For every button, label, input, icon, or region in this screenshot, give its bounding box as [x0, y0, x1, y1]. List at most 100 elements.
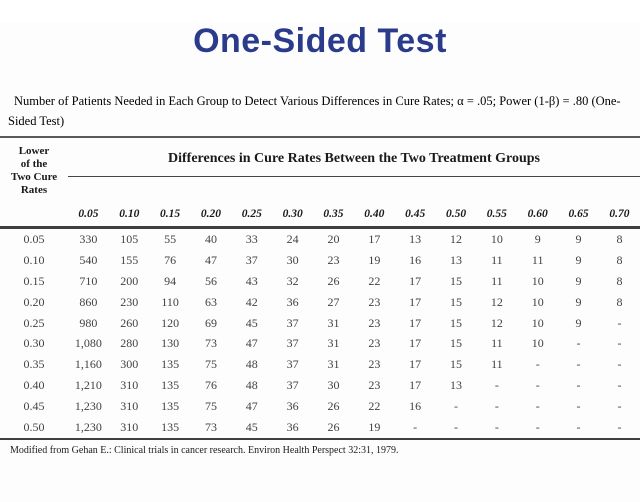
table-cell: 15 [450, 357, 463, 372]
row-label: 0.45 [23, 399, 45, 414]
table-row: 0.30 1,080 280 130 73 47 37 31 23 17 15 11 10 - - [0, 333, 640, 354]
table-row: 0.45 1,230 310 135 75 47 36 26 22 16 - - - - - [0, 396, 640, 417]
table-cell: 8 [616, 294, 623, 309]
row-header-label: Lower of the Two Cure Rates [10, 145, 58, 196]
table-cell: 110 [161, 294, 179, 309]
table-cell: 1,230 [74, 419, 102, 434]
table-cell: 17 [409, 336, 422, 351]
table-cell: 32 [286, 273, 299, 288]
table-cell: 73 [204, 419, 217, 434]
table-cell: 8 [616, 231, 623, 246]
column-header: 0.20 [200, 208, 222, 220]
column-header: 0.25 [241, 208, 262, 220]
table-row: 0.10 540 155 76 47 37 30 23 19 16 13 11 11 9 8 [0, 250, 640, 271]
table-cell: 30 [327, 378, 340, 393]
table-cell: 200 [120, 273, 139, 288]
table-cell: 540 [79, 252, 98, 267]
table-cell: 42 [245, 294, 258, 309]
table-cell: - [617, 378, 622, 393]
table-cell: - [454, 419, 459, 434]
table-cell: 23 [368, 378, 381, 393]
table-cell: - [535, 357, 540, 372]
column-header: 0.10 [119, 208, 140, 220]
table-cell: 31 [327, 357, 340, 372]
span-header-row: Lower of the Two Cure Rates Differences in … [0, 137, 640, 196]
table-cell: - [617, 357, 622, 372]
table-cell: 17 [409, 294, 422, 309]
table-cell: 1,210 [74, 378, 102, 393]
row-label: 0.20 [23, 294, 45, 309]
table-cell: 23 [368, 357, 381, 372]
table-cell: 10 [531, 294, 544, 309]
table-cell: 15 [450, 336, 463, 351]
slide-title: One-Sided Test [193, 22, 447, 60]
table-cell: 9 [575, 252, 582, 267]
table-cell: 36 [286, 399, 299, 414]
column-header: 0.55 [486, 208, 507, 220]
row-label: 0.10 [23, 252, 45, 267]
table-row: 0.25 980 260 120 69 45 37 31 23 17 15 12 10 9 - [0, 313, 640, 334]
row-label: 0.15 [23, 273, 45, 288]
table-cell: 130 [161, 336, 180, 351]
table-row: 0.35 1,160 300 135 75 48 37 31 23 17 15 11 - - - [0, 354, 640, 375]
table-cell: 23 [368, 294, 381, 309]
table-cell: 37 [245, 252, 258, 267]
table-cell: - [494, 399, 499, 414]
table-cell: 37 [286, 378, 299, 393]
table-cell: 10 [531, 336, 544, 351]
table-cell: 11 [491, 273, 503, 288]
table-cell: 8 [616, 273, 623, 288]
table-row: 0.05 330 105 55 40 33 24 20 17 13 12 10 9 9 8 [0, 228, 640, 250]
table-cell: 13 [409, 231, 422, 246]
table-cell: 33 [245, 231, 258, 246]
table-cell: 26 [327, 419, 340, 434]
table-cell: 120 [161, 315, 180, 330]
table-cell: 36 [286, 419, 299, 434]
table-cell: 230 [120, 294, 139, 309]
table-row: 0.15 710 200 94 56 43 32 26 22 17 15 11 10 9 8 [0, 271, 640, 292]
row-label: 0.40 [23, 378, 45, 393]
table-cell: 47 [245, 399, 258, 414]
table-cell: 23 [327, 252, 340, 267]
table-cell: 19 [368, 252, 381, 267]
table-cell: 47 [204, 252, 217, 267]
table-cell: - [576, 399, 581, 414]
table-cell: 36 [286, 294, 299, 309]
table-cell: 11 [491, 252, 503, 267]
table-cell: - [494, 378, 499, 393]
column-header: 0.30 [282, 208, 303, 220]
table-cell: 1,160 [74, 357, 102, 372]
table-cell: 860 [79, 294, 98, 309]
table-cell: 10 [531, 273, 544, 288]
table-cell: 69 [204, 315, 217, 330]
table-cell: - [535, 378, 540, 393]
table-cell: 9 [534, 231, 541, 246]
table-cell: 63 [204, 294, 217, 309]
column-header: 0.40 [364, 208, 385, 220]
table-cell: 300 [120, 357, 139, 372]
table-cell: 37 [286, 357, 299, 372]
table-cell: 43 [245, 273, 258, 288]
table-cell: 47 [245, 336, 258, 351]
table-cell: 16 [409, 399, 422, 414]
table-cell: 8 [616, 252, 623, 267]
table-cell: 9 [575, 294, 582, 309]
table-cell: 260 [120, 315, 139, 330]
table-cell: 17 [368, 231, 381, 246]
table-cell: 12 [490, 315, 503, 330]
table-cell: - [576, 336, 581, 351]
table-cell: 13 [450, 252, 463, 267]
table-cell: 11 [531, 252, 544, 267]
table-cell: 20 [327, 231, 340, 246]
table-body: 0.05 330 105 55 40 33 24 20 17 13 12 10 9 9 8 0.10 540 15… [0, 228, 640, 439]
table-cell: 24 [286, 231, 299, 246]
table-cell: 23 [368, 336, 381, 351]
table-cell: 26 [327, 399, 340, 414]
column-header-row: 0.05 0.10 0.15 0.20 0.25 0.30 0.35 0.40 0.45 0.50… [0, 177, 640, 228]
table-row: 0.40 1,210 310 135 76 48 37 30 23 17 13 - - - - [0, 375, 640, 396]
table-cell: 40 [204, 231, 217, 246]
table-cell: - [535, 399, 540, 414]
table-cell: 15 [450, 315, 463, 330]
sample-size-table: Lower of the Two Cure Rates Differences in … [0, 136, 640, 440]
table-cell: 980 [79, 315, 98, 330]
